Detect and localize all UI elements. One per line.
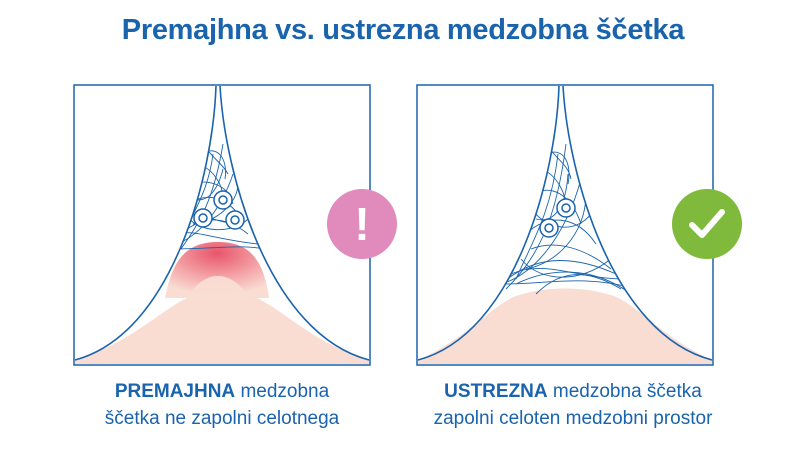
gum-tissue bbox=[75, 296, 369, 364]
exclamation-icon: ! bbox=[327, 189, 397, 259]
panel-too-small bbox=[73, 84, 371, 366]
check-icon bbox=[672, 189, 742, 259]
caption-correct-size: USTREZNA medzobna ščetka zapolni celoten… bbox=[403, 378, 743, 432]
illustration-correct-size bbox=[416, 84, 714, 366]
caption-line-2: zapolni celoten medzobni prostor bbox=[433, 408, 713, 429]
gum-tissue bbox=[418, 288, 712, 364]
panel-correct-size bbox=[416, 84, 714, 366]
illustration-too-small bbox=[73, 84, 371, 366]
caption-line-1: PREMAJHNA medzobna bbox=[52, 378, 392, 405]
exclamation-symbol: ! bbox=[354, 198, 370, 250]
caption-line-2: ščetka ne zapolni celotnega bbox=[104, 408, 340, 429]
tooth-outline bbox=[74, 85, 370, 361]
caption-bold: USTREZNA bbox=[444, 381, 548, 402]
brush-wire-rings bbox=[193, 190, 245, 230]
caption-too-small: PREMAJHNA medzobna ščetka ne zapolni cel… bbox=[52, 378, 392, 432]
caption-rest: medzobna bbox=[235, 381, 330, 402]
page-title: Premajhna vs. ustrezna medzobna ščetka bbox=[121, 14, 685, 46]
inflamed-papilla bbox=[165, 242, 269, 298]
tooth-outline bbox=[417, 85, 713, 361]
caption-bold: PREMAJHNA bbox=[114, 381, 236, 402]
caption-line-1: USTREZNA medzobna ščetka bbox=[403, 378, 743, 405]
brush-bristles bbox=[495, 143, 637, 295]
brush-wire-rings bbox=[539, 198, 576, 238]
checkmark-glyph bbox=[689, 209, 725, 238]
caption-rest: medzobna ščetka bbox=[547, 381, 702, 402]
